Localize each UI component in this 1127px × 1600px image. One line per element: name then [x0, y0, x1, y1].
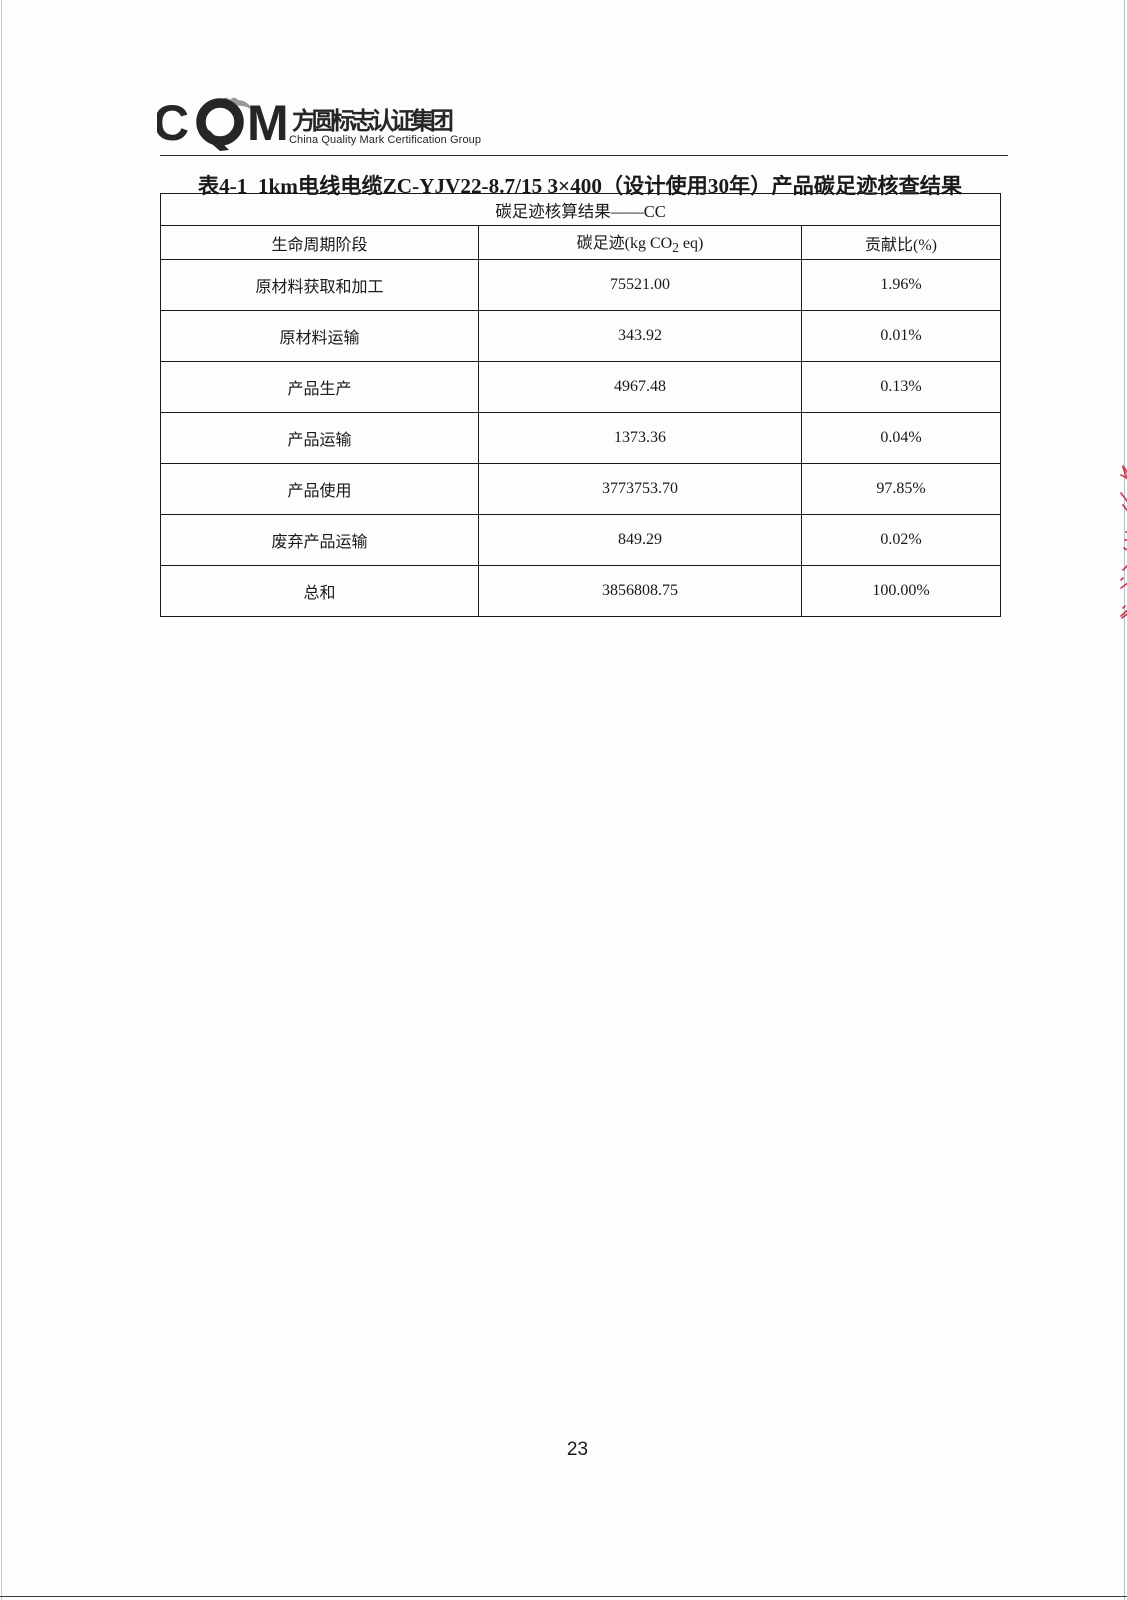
- svg-text:C: C: [157, 95, 188, 151]
- svg-text:M: M: [247, 95, 286, 151]
